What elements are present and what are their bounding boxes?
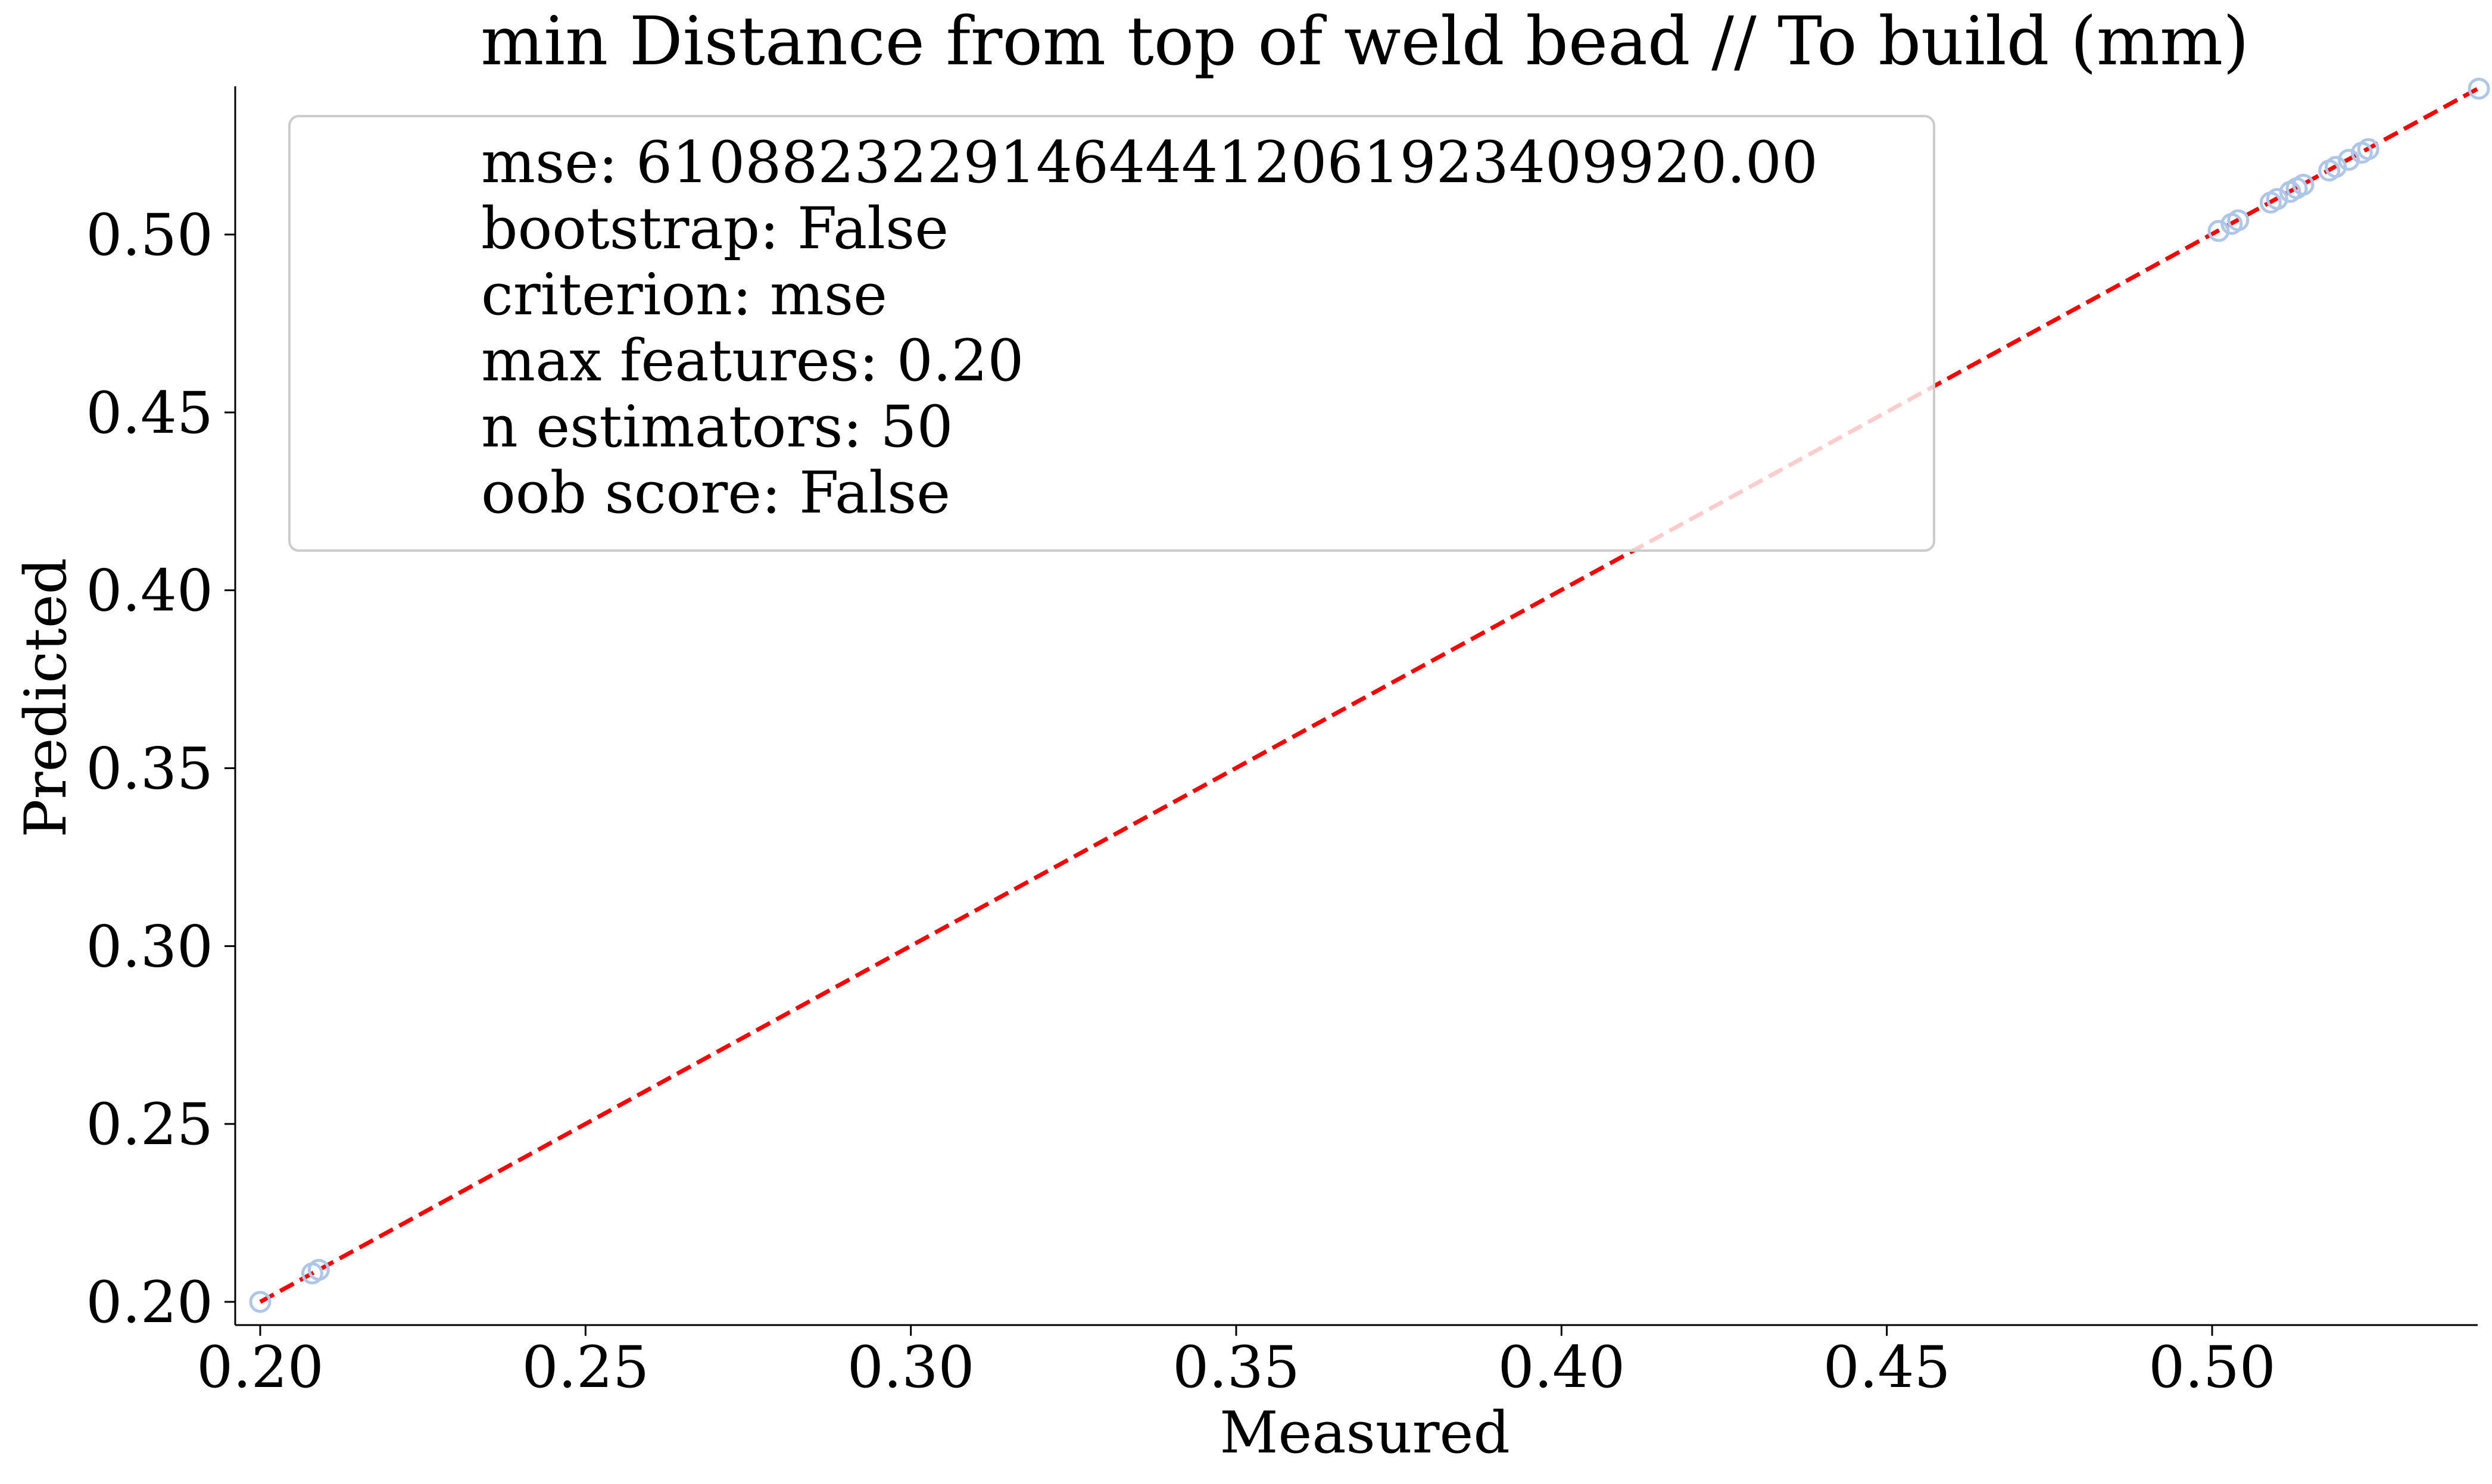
data-point [2357,138,2379,161]
annotation-line: criterion: mse [481,261,887,328]
y-tick-label: 0.25 [86,1091,213,1158]
data-point [2337,148,2360,171]
x-axis-label: Measured [1220,1399,1510,1466]
annotation-frame [288,115,1935,552]
y-tick-label: 0.45 [86,380,213,446]
y-axis-ticks: 0.20 0.25 0.30 0.35 0.40 0.45 0.50 [86,202,235,1336]
x-tick-label: 0.25 [522,1334,649,1401]
x-tick-label: 0.35 [1172,1334,1300,1401]
annotation-box: mse: 610882322914644412061923409920.00 b… [288,115,1935,552]
plot-area [249,77,2490,1313]
x-tick-label: 0.30 [847,1334,975,1401]
data-point [249,1291,272,1313]
annotation-line: n estimators: 50 [481,393,953,460]
data-point [2325,155,2347,178]
data-point [2207,220,2230,242]
y-tick-label: 0.20 [86,1269,213,1336]
y-tick-label: 0.35 [86,736,213,802]
x-tick-label: 0.40 [1498,1334,1625,1401]
x-tick-label: 0.45 [1823,1334,1951,1401]
annotation-line: mse: 610882322914644412061923409920.00 [481,129,1818,196]
y-tick-label: 0.40 [86,558,213,624]
annotation-line: bootstrap: False [481,195,949,262]
y-tick-label: 0.30 [86,913,213,980]
data-point [2292,173,2315,196]
y-tick-label: 0.50 [86,202,213,268]
x-tick-label: 0.50 [2148,1334,2276,1401]
x-tick-label: 0.20 [197,1334,324,1401]
chart-title: min Distance from top of weld bead // To… [481,3,2249,80]
data-point [2266,188,2288,210]
data-point [2227,209,2250,232]
data-point [2468,77,2490,100]
reference-line [259,86,2479,1304]
annotation-line: oob score: False [481,460,950,526]
y-axis-label: Predicted [13,558,79,838]
annotation-line: max features: 0.20 [481,327,1024,394]
x-axis-ticks: 0.20 0.25 0.30 0.35 0.40 0.45 0.50 [197,1325,2276,1401]
data-point [307,1258,330,1281]
